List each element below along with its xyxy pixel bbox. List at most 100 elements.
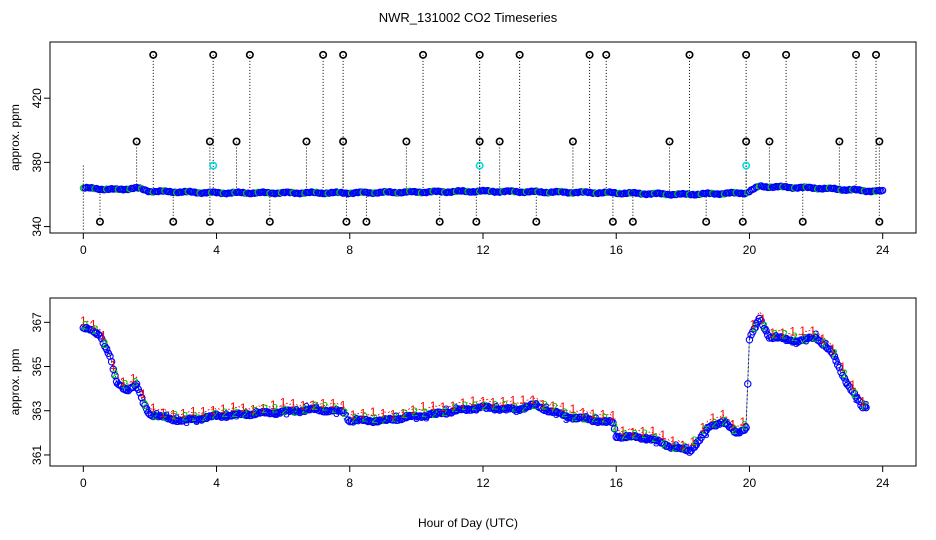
- series-3-point: [442, 410, 451, 418]
- series-1-glyph: 1: [670, 434, 677, 448]
- outlier-point: [852, 50, 861, 59]
- series-3-glyph: 3: [93, 327, 100, 341]
- series-3-glyph: 3: [563, 412, 570, 426]
- series-3-point: [321, 407, 329, 416]
- series-1-glyph: 1: [480, 394, 487, 408]
- outlier-point: [435, 217, 444, 226]
- series-1-glyph: 1: [799, 324, 806, 338]
- series-2-glyph: 2: [651, 431, 658, 445]
- series-3-glyph: 3: [683, 441, 690, 455]
- series-3-glyph: 3: [853, 392, 860, 406]
- series-3-point: [289, 407, 297, 415]
- series-2-glyph: 2: [561, 406, 568, 420]
- series-2-glyph: 2: [381, 413, 388, 427]
- series-3-glyph: 3: [793, 336, 800, 350]
- outlier-point: [742, 161, 751, 170]
- series-3-point: [840, 374, 849, 382]
- outlier-point: [628, 217, 637, 226]
- series-3-glyph: 3: [463, 403, 470, 417]
- series-3-glyph: 3: [213, 408, 220, 422]
- outlier-point: [342, 217, 351, 226]
- outlier-point: [339, 50, 348, 59]
- series-3-glyph: 3: [693, 437, 700, 451]
- series-2-glyph: 2: [741, 419, 748, 433]
- series-1-glyph: 1: [749, 318, 756, 332]
- series-3-glyph: 3: [223, 408, 230, 422]
- series-3-point: [645, 434, 654, 443]
- series-3-point: [141, 401, 149, 410]
- series-3-glyph: 3: [823, 338, 830, 352]
- x-axis-label: Hour of Day (UTC): [418, 516, 518, 530]
- series-1-glyph: 1: [450, 399, 457, 413]
- series-1-glyph: 1: [200, 404, 207, 418]
- series-1-glyph: 1: [380, 406, 387, 420]
- series-1-glyph: 1: [560, 400, 567, 414]
- series-2-glyph: 2: [222, 406, 229, 420]
- series-3-point: [755, 314, 764, 323]
- outlier-point: [339, 137, 348, 146]
- outlier-point: [835, 137, 844, 146]
- series-1-glyph: 1: [310, 398, 317, 412]
- series-2-glyph: 2: [691, 434, 698, 448]
- outlier-point: [875, 217, 884, 226]
- series-3-point: [410, 411, 419, 420]
- series-2-glyph: 2: [391, 411, 398, 425]
- series-1-glyph: 1: [410, 403, 417, 417]
- series-3-glyph: 3: [143, 403, 150, 417]
- series-3-point: [134, 385, 143, 394]
- series-2-glyph: 2: [152, 409, 159, 423]
- series-2-glyph: 2: [341, 406, 348, 420]
- series-2-glyph: 2: [232, 406, 239, 420]
- series-3-point: [394, 416, 402, 424]
- series-1-glyph: 1: [689, 435, 696, 449]
- series-2-glyph: 2: [351, 411, 358, 425]
- series-3-point: [252, 410, 261, 418]
- series-2-glyph: 2: [751, 320, 758, 334]
- series-3-glyph: 3: [103, 343, 110, 357]
- series-3-glyph: 3: [153, 408, 160, 422]
- series-1-glyph: 1: [829, 342, 836, 356]
- series-1-glyph: 1: [550, 399, 557, 413]
- series-2-glyph: 2: [92, 323, 99, 337]
- series-3-point: [472, 405, 481, 413]
- series-3-glyph: 3: [483, 401, 490, 415]
- series-3-point: [744, 380, 752, 388]
- outlier-point: [475, 137, 484, 146]
- bottom-plot-frame: [49, 297, 917, 467]
- series-3-point: [630, 432, 639, 440]
- series-1-glyph: 1: [709, 411, 716, 425]
- series-2-glyph: 2: [731, 423, 738, 437]
- series-1-glyph: 1: [859, 394, 866, 408]
- series-1-glyph: 1: [190, 404, 197, 418]
- outlier-point: [738, 217, 747, 226]
- outlier-point: [515, 50, 524, 59]
- series-2-glyph: 2: [501, 398, 508, 412]
- series-3-point: [625, 431, 634, 440]
- bottom-x-tick-label: 8: [346, 476, 353, 490]
- top-x-tick-label: 12: [476, 243, 490, 257]
- series-3-point: [582, 414, 591, 422]
- series-3-glyph: 3: [333, 406, 340, 420]
- series-2-glyph: 2: [271, 401, 278, 415]
- series-3-point: [862, 403, 870, 412]
- series-3-glyph: 3: [703, 427, 710, 441]
- series-2-glyph: 2: [621, 428, 628, 442]
- outlier-point: [872, 50, 881, 59]
- top-x-tick-label: 4: [213, 243, 220, 257]
- series-1-glyph: 1: [789, 325, 796, 339]
- outlier-point: [95, 217, 104, 226]
- series-3-point: [635, 433, 644, 441]
- outlier-point: [495, 137, 504, 146]
- series-3-glyph: 3: [733, 426, 740, 440]
- series-3-glyph: 3: [523, 400, 530, 414]
- series-3-glyph: 3: [503, 402, 510, 416]
- series-3-glyph: 3: [443, 403, 450, 417]
- series-1-glyph: 1: [660, 428, 667, 442]
- series-3-point: [665, 443, 674, 451]
- series-3-point: [830, 352, 839, 361]
- series-2-glyph: 2: [142, 398, 149, 412]
- series-2-glyph: 2: [172, 408, 179, 422]
- series-1-glyph: 1: [530, 393, 537, 407]
- series-3-point: [509, 404, 517, 413]
